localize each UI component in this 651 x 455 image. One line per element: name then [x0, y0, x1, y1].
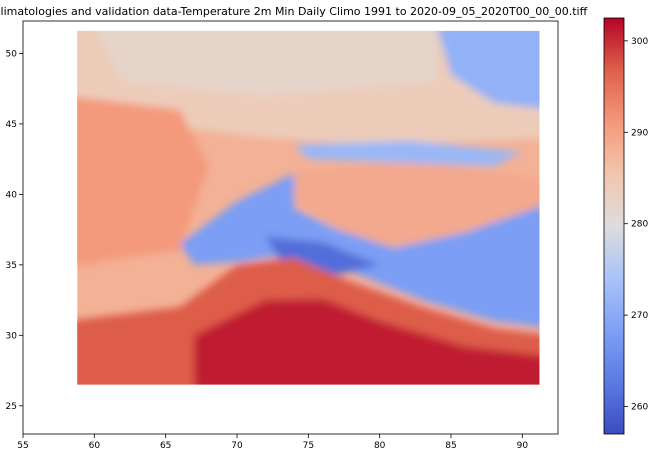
- colorbar-tick-label: 270: [631, 311, 648, 321]
- y-tick-label: 40: [6, 190, 18, 200]
- x-tick-label: 70: [231, 441, 243, 451]
- x-tick-label: 75: [303, 441, 314, 451]
- region-northeast: [438, 30, 540, 109]
- axes-frame: [22, 20, 559, 435]
- region-west-basin: [77, 166, 152, 265]
- x-tick-label: 85: [445, 441, 456, 451]
- x-tick-label: 55: [17, 441, 28, 451]
- x-tick-label: 60: [89, 441, 101, 451]
- colorbar-ticks: 260 270 280 290 300: [624, 37, 648, 413]
- x-tick-label: 80: [374, 441, 386, 451]
- x-tick-label: 65: [160, 441, 171, 451]
- colorbar-tick-label: 300: [631, 37, 648, 47]
- region-mountain-belt: [179, 173, 540, 327]
- x-tick-label: 90: [517, 441, 529, 451]
- colorbar-tick-label: 260: [631, 403, 648, 413]
- y-tick-label: 30: [6, 331, 18, 341]
- x-axis: 55 60 65 70 75 80 85 90: [17, 434, 528, 451]
- y-axis: 25 30 35 40 45 50: [6, 49, 23, 412]
- colorbar-scale: [603, 17, 625, 435]
- region-central-desert: [294, 159, 540, 248]
- colorbar: 260 270 280 290 300: [603, 17, 648, 435]
- colorbar-tick-label: 280: [631, 220, 648, 230]
- y-tick-label: 35: [6, 261, 17, 271]
- chart-title: Climatologies and validation data-Temper…: [0, 5, 588, 18]
- region-cold-core: [265, 236, 380, 275]
- region-northern-band: [97, 30, 437, 96]
- plot-area: 55 60 65 70 75 80 85 90 25 30 35 40 45 50: [6, 20, 559, 451]
- temperature-field: [77, 30, 540, 385]
- y-tick-label: 45: [6, 120, 17, 130]
- y-tick-label: 50: [6, 49, 18, 59]
- y-tick-label: 25: [6, 402, 17, 412]
- region-northern-ridge: [294, 140, 523, 167]
- colorbar-tick-label: 290: [631, 128, 648, 138]
- region-hot-plains: [194, 298, 540, 385]
